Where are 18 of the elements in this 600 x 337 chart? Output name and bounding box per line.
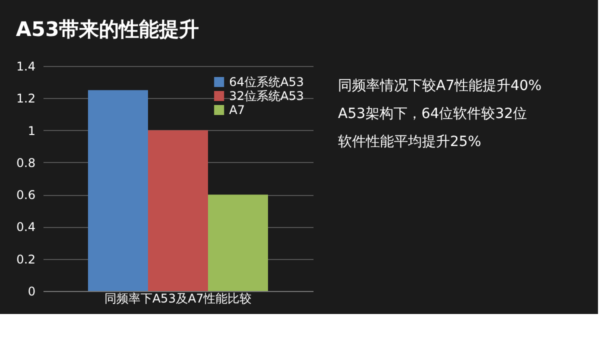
y-tick-label: 0.6 [16,188,36,202]
y-tick-label: 1.2 [16,92,36,106]
y-tick-label: 1.4 [16,60,36,74]
bar [148,130,208,291]
y-tick-label: 1 [28,124,36,138]
chart-title: A53带来的性能提升 [16,17,200,41]
legend-label: 32位系统A53 [229,89,304,103]
text: 同频率情况下较A7性能提升40% [338,78,542,94]
x-tick-label: 同频率下A53及A7性能比较 [104,292,252,306]
y-tick-label: 0.8 [16,156,36,170]
text: A53架构下，64位软件较32位软件性能平均提升25% [338,106,528,150]
legend-label: A7 [229,103,245,117]
y-tick-label: 0.4 [16,220,36,234]
y-tick-label: 0 [28,284,36,298]
bar [88,90,148,291]
bar [208,194,268,291]
y-tick-label: 0.2 [16,252,36,266]
legend-label: 64位系统A53 [229,75,304,89]
